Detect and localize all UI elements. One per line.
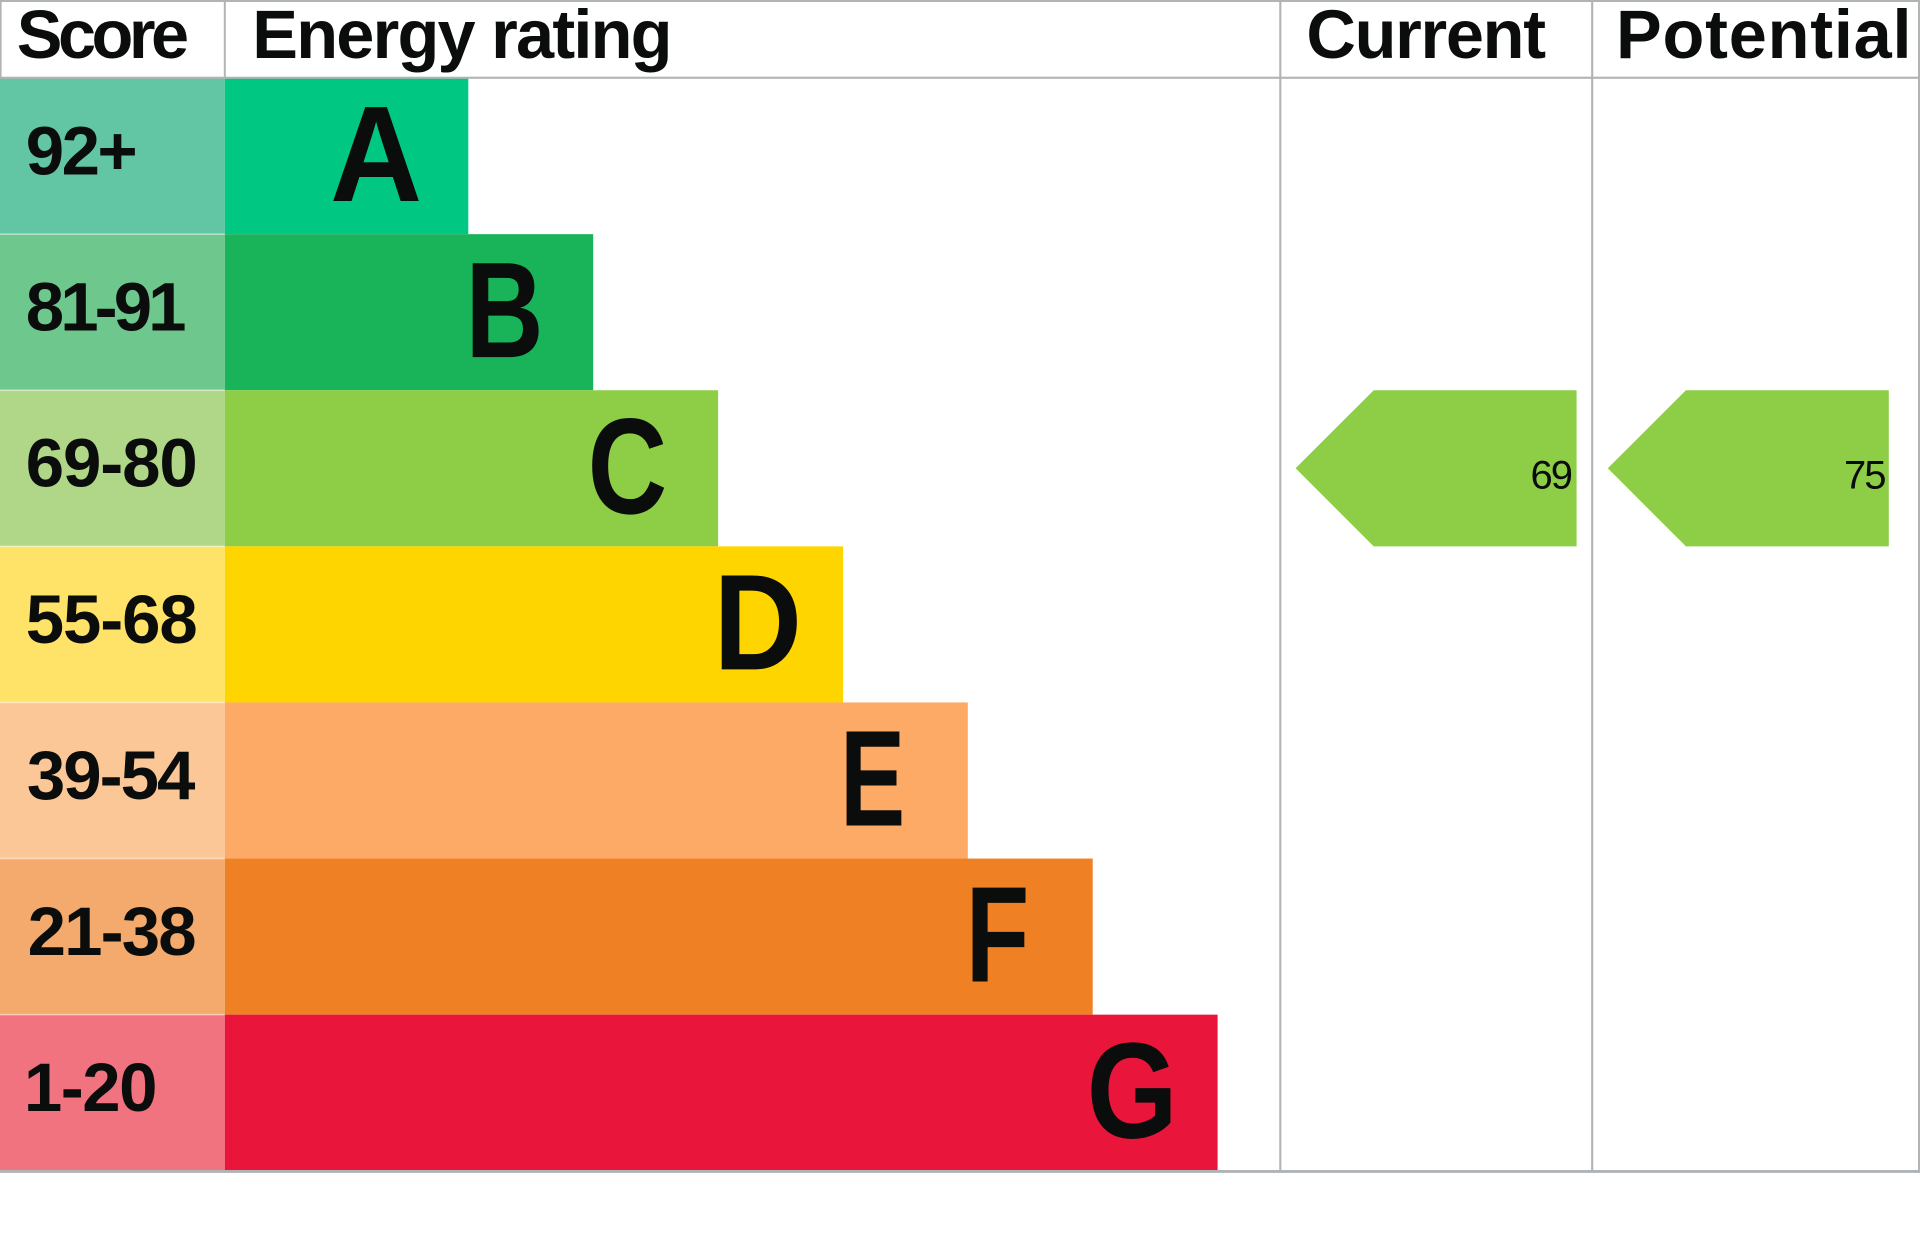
- svg-text:C: C: [588, 391, 667, 543]
- svg-text:69-80: 69-80: [26, 425, 198, 502]
- svg-text:G: G: [1087, 1014, 1178, 1166]
- svg-text:81-91: 81-91: [26, 269, 187, 346]
- svg-text:B: B: [465, 235, 543, 387]
- svg-text:D: D: [714, 547, 802, 699]
- svg-text:92+: 92+: [26, 112, 138, 189]
- svg-text:21-38: 21-38: [28, 893, 197, 970]
- svg-text:55-68: 55-68: [26, 581, 198, 658]
- svg-text:F: F: [966, 858, 1030, 1011]
- svg-text:Score: Score: [17, 0, 189, 73]
- svg-text:Energy rating: Energy rating: [252, 0, 672, 73]
- svg-text:A: A: [330, 78, 422, 231]
- svg-text:69: 69: [1531, 454, 1574, 498]
- svg-text:Current: Current: [1306, 0, 1546, 73]
- svg-text:39-54: 39-54: [27, 737, 196, 814]
- svg-text:75: 75: [1844, 454, 1887, 498]
- svg-text:Potential: Potential: [1616, 0, 1912, 73]
- svg-text:1-20: 1-20: [24, 1049, 158, 1126]
- svg-text:E: E: [840, 704, 905, 856]
